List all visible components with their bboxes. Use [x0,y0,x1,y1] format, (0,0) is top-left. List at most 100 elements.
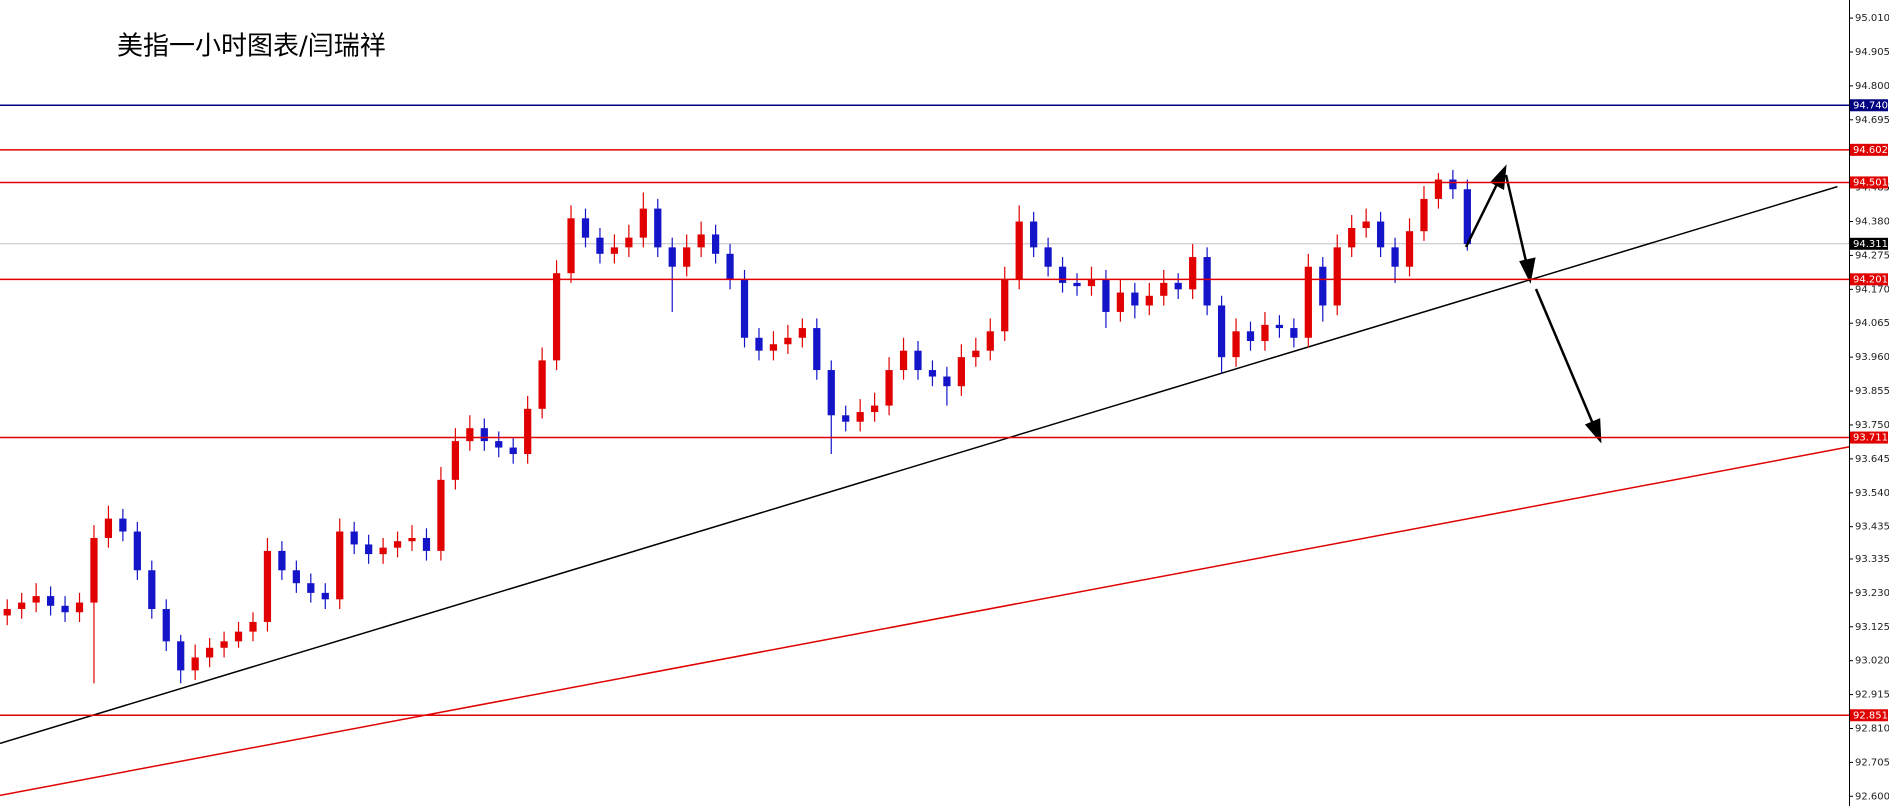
chart-title: 美指一小时图表/闫瑞祥 [117,32,386,62]
candle-body [1333,247,1341,306]
candle-body [495,441,503,448]
candle-body [220,641,228,648]
candle-body [1145,295,1153,306]
candle-body [148,570,156,610]
candle-body [1102,279,1110,312]
candle-body [278,550,286,571]
candle-body [1131,292,1139,306]
candle-body [61,605,69,613]
candle-body [263,550,272,622]
y-tick-label: 94.695 [1855,115,1889,126]
candle-body [336,531,344,600]
y-tick-label: 94.275 [1855,250,1889,261]
candle-body [1058,266,1067,283]
candle-body [1189,257,1197,290]
candle-body [856,412,864,422]
level-label: 92.851 [1853,710,1888,721]
candle-body [769,344,778,351]
candle-body [1087,279,1096,287]
candle-body [234,631,243,642]
candle-body [986,331,994,351]
y-tick-label: 92.915 [1855,690,1889,701]
y-tick-label: 93.230 [1855,588,1889,599]
y-tick-label: 92.705 [1855,757,1889,768]
candle-body [191,657,199,671]
candle-body [119,518,127,532]
candle-body [307,583,315,593]
candle-body [928,370,937,377]
candle-body [1391,247,1399,267]
candle-body [827,370,835,416]
y-tick-label: 93.435 [1855,522,1889,533]
candle-body [451,441,459,480]
candle-body [1290,328,1298,338]
candle-body [1203,257,1211,306]
candle-body [885,370,893,406]
y-tick-label: 95.010 [1855,13,1889,24]
candle-body [321,592,329,600]
candle-body [552,273,561,361]
level-label-box [1850,273,1888,286]
candle-body [1362,221,1370,228]
candle-body [596,237,604,254]
candle-body [1232,331,1240,358]
candle-body [813,328,821,371]
y-tick-label: 93.855 [1855,386,1889,397]
candle-body [1174,282,1182,290]
candle-body [177,641,185,671]
candle-body [639,208,647,238]
y-tick-label: 93.020 [1855,656,1889,667]
candle-body [480,428,488,442]
y-tick-label: 94.380 [1855,217,1889,228]
arrow-head [1584,418,1602,444]
candle-body [466,428,474,442]
level-label: 93.711 [1853,433,1888,444]
candle-body [1001,279,1009,332]
candle-body [1073,282,1081,287]
candle-body [755,337,763,351]
candle-body [350,531,358,545]
candle-body [422,537,431,551]
y-tick-label: 94.065 [1855,318,1889,329]
candle-body [784,337,792,345]
y-tick-label: 94.170 [1855,284,1889,295]
candle-body [75,602,84,613]
candle-body [740,279,749,338]
candle-body [972,350,980,358]
candle-body [1044,247,1052,267]
candle-body [18,602,26,610]
candle-body [567,218,575,274]
candle-body [379,547,387,555]
candle-body [625,237,633,248]
candle-body [899,350,908,371]
y-tick-label: 93.540 [1855,488,1889,499]
level-label: 94.602 [1853,145,1888,156]
candle-body [206,647,214,658]
candle-body [1348,227,1356,248]
candle-body [1261,324,1269,341]
arrow [1464,175,1503,248]
y-tick-label: 94.905 [1855,47,1889,58]
candle-body [32,596,40,603]
y-tick-label: 93.125 [1855,622,1889,633]
candle-body [842,415,850,422]
y-tick-label: 92.810 [1855,724,1889,735]
candle-body [365,544,373,555]
current-price-box [1850,237,1888,250]
level-label-box [1850,99,1888,112]
candle-body [1275,324,1284,329]
level-label: 94.740 [1853,100,1888,111]
candle-body [654,208,662,248]
candle-body [711,234,720,254]
candle-body [509,447,517,455]
candle-body [408,537,416,542]
candle-body [538,360,546,409]
candle-body [668,247,676,267]
y-tick-label: 93.960 [1855,352,1889,363]
candle-body [3,609,11,616]
y-tick-label: 94.800 [1855,81,1889,92]
level-label-box [1850,709,1888,722]
y-tick-label: 92.600 [1855,791,1889,802]
candle-body [1420,198,1428,232]
